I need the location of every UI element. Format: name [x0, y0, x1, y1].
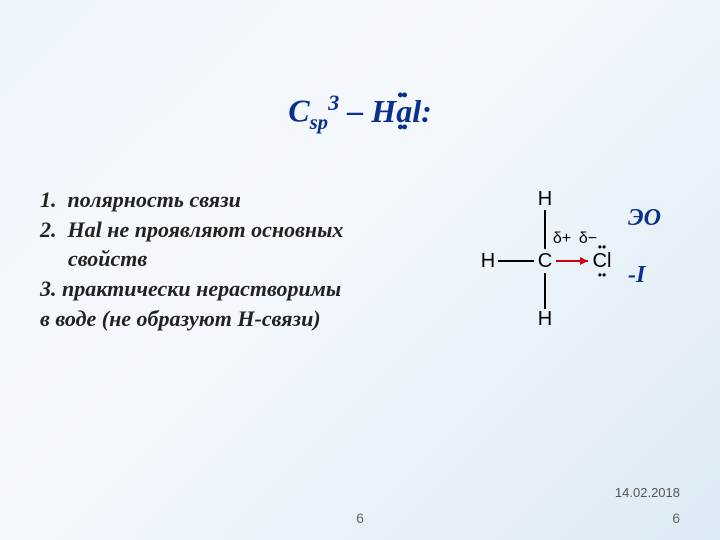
list-line: 1. полярность связи [40, 185, 450, 215]
item3-text1: практически нерастворимы [62, 276, 341, 301]
list-line: 2. Hal не проявляют основных [40, 215, 450, 245]
list-item-2: 2. Hal не проявляют основных свойств [40, 215, 450, 274]
item1-num: 1. [40, 187, 57, 212]
molecule-diagram: H H C Cl H δ+ δ− •• •• [470, 185, 620, 335]
molecule-block: H H C Cl H δ+ δ− •• •• ЭО [470, 185, 680, 335]
side-labels: ЭО -I [628, 185, 661, 289]
item1-text: полярность связи [68, 187, 241, 212]
list-item-1: 1. полярность связи [40, 185, 450, 215]
content-row: 1. полярность связи 2. Hal не проявляют … [40, 185, 680, 335]
item2-text2: свойств [40, 244, 450, 274]
lone-pair-bottom: •• [397, 117, 406, 138]
bond-arrowhead [580, 257, 588, 265]
atom-h-left: H [481, 250, 495, 272]
label-eo: ЭО [628, 205, 661, 232]
lone-pair-top: •• [397, 85, 406, 106]
title-hal-wrap: •• Hal: •• [371, 93, 431, 130]
title-sub: sp [310, 111, 329, 134]
page-number-center: 6 [356, 510, 364, 526]
page-number-right: 6 [672, 510, 680, 526]
date-label: 14.02.2018 [615, 485, 680, 500]
item3-num: 3. [40, 276, 57, 301]
title-c: C [288, 93, 309, 129]
item2-num: 2. [40, 217, 57, 242]
cl-lonepair-bottom: •• [598, 268, 606, 282]
slide-title: Csp3 – •• Hal: •• [40, 90, 680, 135]
atom-c: C [538, 250, 552, 272]
atom-h-bottom: H [538, 308, 552, 330]
title-dash: – [339, 93, 371, 129]
slide: Csp3 – •• Hal: •• 1. полярность связи 2.… [0, 0, 720, 540]
list-item-3: 3. практически нерастворимы в воде (не о… [40, 274, 450, 333]
label-minus-i: -I [628, 262, 661, 289]
cl-lonepair-top: •• [598, 240, 606, 254]
list-line: 3. практически нерастворимы [40, 274, 450, 304]
atom-h-top: H [538, 188, 552, 210]
delta-minus: δ− [579, 230, 597, 247]
properties-list: 1. полярность связи 2. Hal не проявляют … [40, 185, 450, 333]
delta-plus: δ+ [553, 230, 571, 247]
title-sup: 3 [328, 90, 339, 115]
item3-text2: в воде (не образуют Н-связи) [40, 304, 450, 334]
item2-text1: Hal не проявляют основных [68, 217, 344, 242]
